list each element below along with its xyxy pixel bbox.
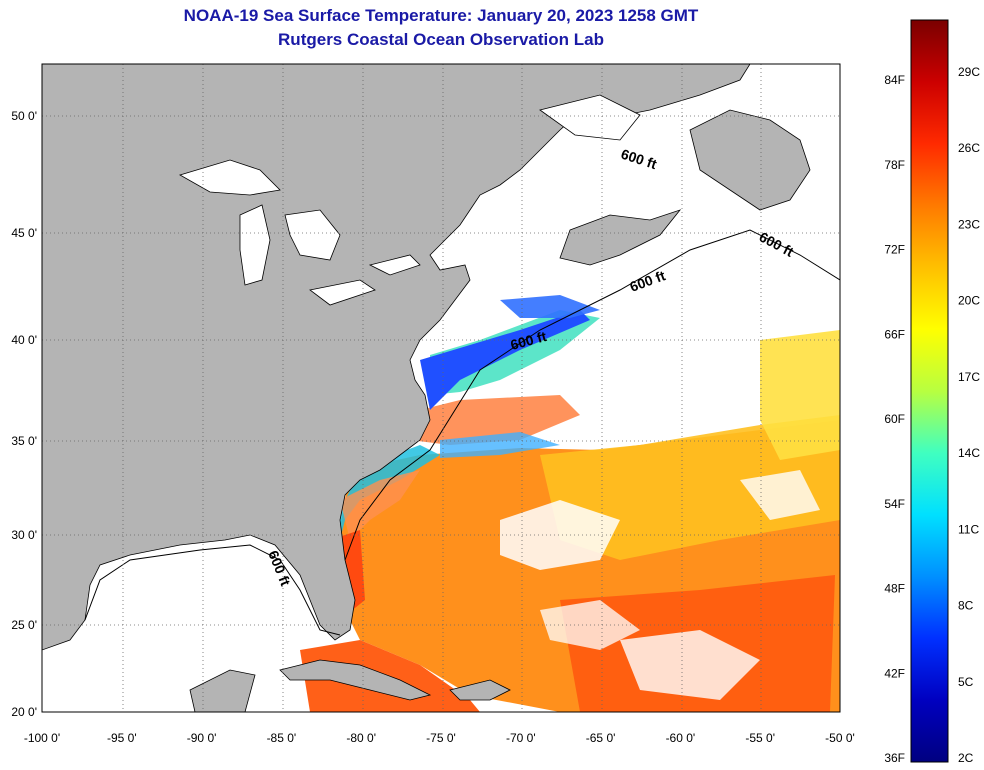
colorbar-fahrenheit-label: 42F <box>884 666 905 680</box>
colorbar-fahrenheit-label: 72F <box>884 243 905 257</box>
colorbar-celsius-label: 14C <box>958 446 980 460</box>
longitude-tick-label: -75 0' <box>426 731 456 745</box>
great-lakes <box>178 94 641 306</box>
longitude-tick-label: -85 0' <box>267 731 297 745</box>
sst-data-layer <box>300 295 840 712</box>
colorbar: 84F 78F 72F 66F 60F 54F 48F 42F 36F 29C 26C 23C 20C… <box>884 19 980 765</box>
colorbar-fahrenheit-label: 60F <box>884 412 905 426</box>
map-subtitle: Rutgers Coastal Ocean Observation Lab <box>278 30 604 49</box>
colorbar-fahrenheit-label: 66F <box>884 327 905 341</box>
latitude-tick-label: 50 0' <box>11 109 37 123</box>
longitude-axis: -100 0' -95 0' -90 0' -85 0' -80 0' -75 0' -70… <box>24 731 855 745</box>
longitude-tick-label: -60 0' <box>666 731 696 745</box>
colorbar-celsius-label: 11C <box>958 522 979 536</box>
longitude-tick-label: -95 0' <box>107 731 137 745</box>
latitude-axis: 50 0' 45 0' 40 0' 35 0' 30 0' 25 0' 20 0' <box>11 109 37 719</box>
map-title: NOAA-19 Sea Surface Temperature: January… <box>183 6 699 25</box>
colorbar-fahrenheit-label: 84F <box>884 73 905 87</box>
latitude-tick-label: 25 0' <box>11 618 37 632</box>
colorbar-celsius-label: 8C <box>958 599 974 613</box>
colorbar-fahrenheit-label: 78F <box>884 158 905 172</box>
colorbar-celsius-label: 2C <box>958 751 974 765</box>
longitude-tick-label: -70 0' <box>506 731 536 745</box>
longitude-tick-label: -55 0' <box>745 731 775 745</box>
shelf-contour-gulf <box>84 544 341 636</box>
latitude-tick-label: 40 0' <box>11 333 37 347</box>
longitude-tick-label: -80 0' <box>346 731 376 745</box>
longitude-tick-label: -100 0' <box>24 731 60 745</box>
longitude-tick-label: -65 0' <box>586 731 616 745</box>
latitude-tick-label: 20 0' <box>11 705 37 719</box>
colorbar-celsius-label: 29C <box>958 65 980 79</box>
longitude-tick-label: -50 0' <box>825 731 855 745</box>
map-frame <box>41 63 841 713</box>
colorbar-celsius-label: 17C <box>958 370 980 384</box>
colorbar-fahrenheit-label: 36F <box>884 751 905 765</box>
colorbar-celsius-label: 5C <box>958 675 974 689</box>
shelf-contour-atlantic <box>344 229 840 561</box>
longitude-tick-label: -90 0' <box>187 731 217 745</box>
colorbar-fahrenheit-label: 54F <box>884 497 905 511</box>
latitude-tick-label: 45 0' <box>11 226 37 240</box>
colorbar-celsius-label: 20C <box>958 294 980 308</box>
latitude-tick-label: 30 0' <box>11 528 37 542</box>
colorbar-celsius-label: 26C <box>958 141 980 155</box>
colorbar-celsius-label: 23C <box>958 217 980 231</box>
latitude-tick-label: 35 0' <box>11 434 37 448</box>
colorbar-fahrenheit-label: 48F <box>884 582 905 596</box>
land-layer <box>42 64 811 712</box>
graticule <box>42 64 840 712</box>
colorbar-gradient <box>910 19 949 763</box>
